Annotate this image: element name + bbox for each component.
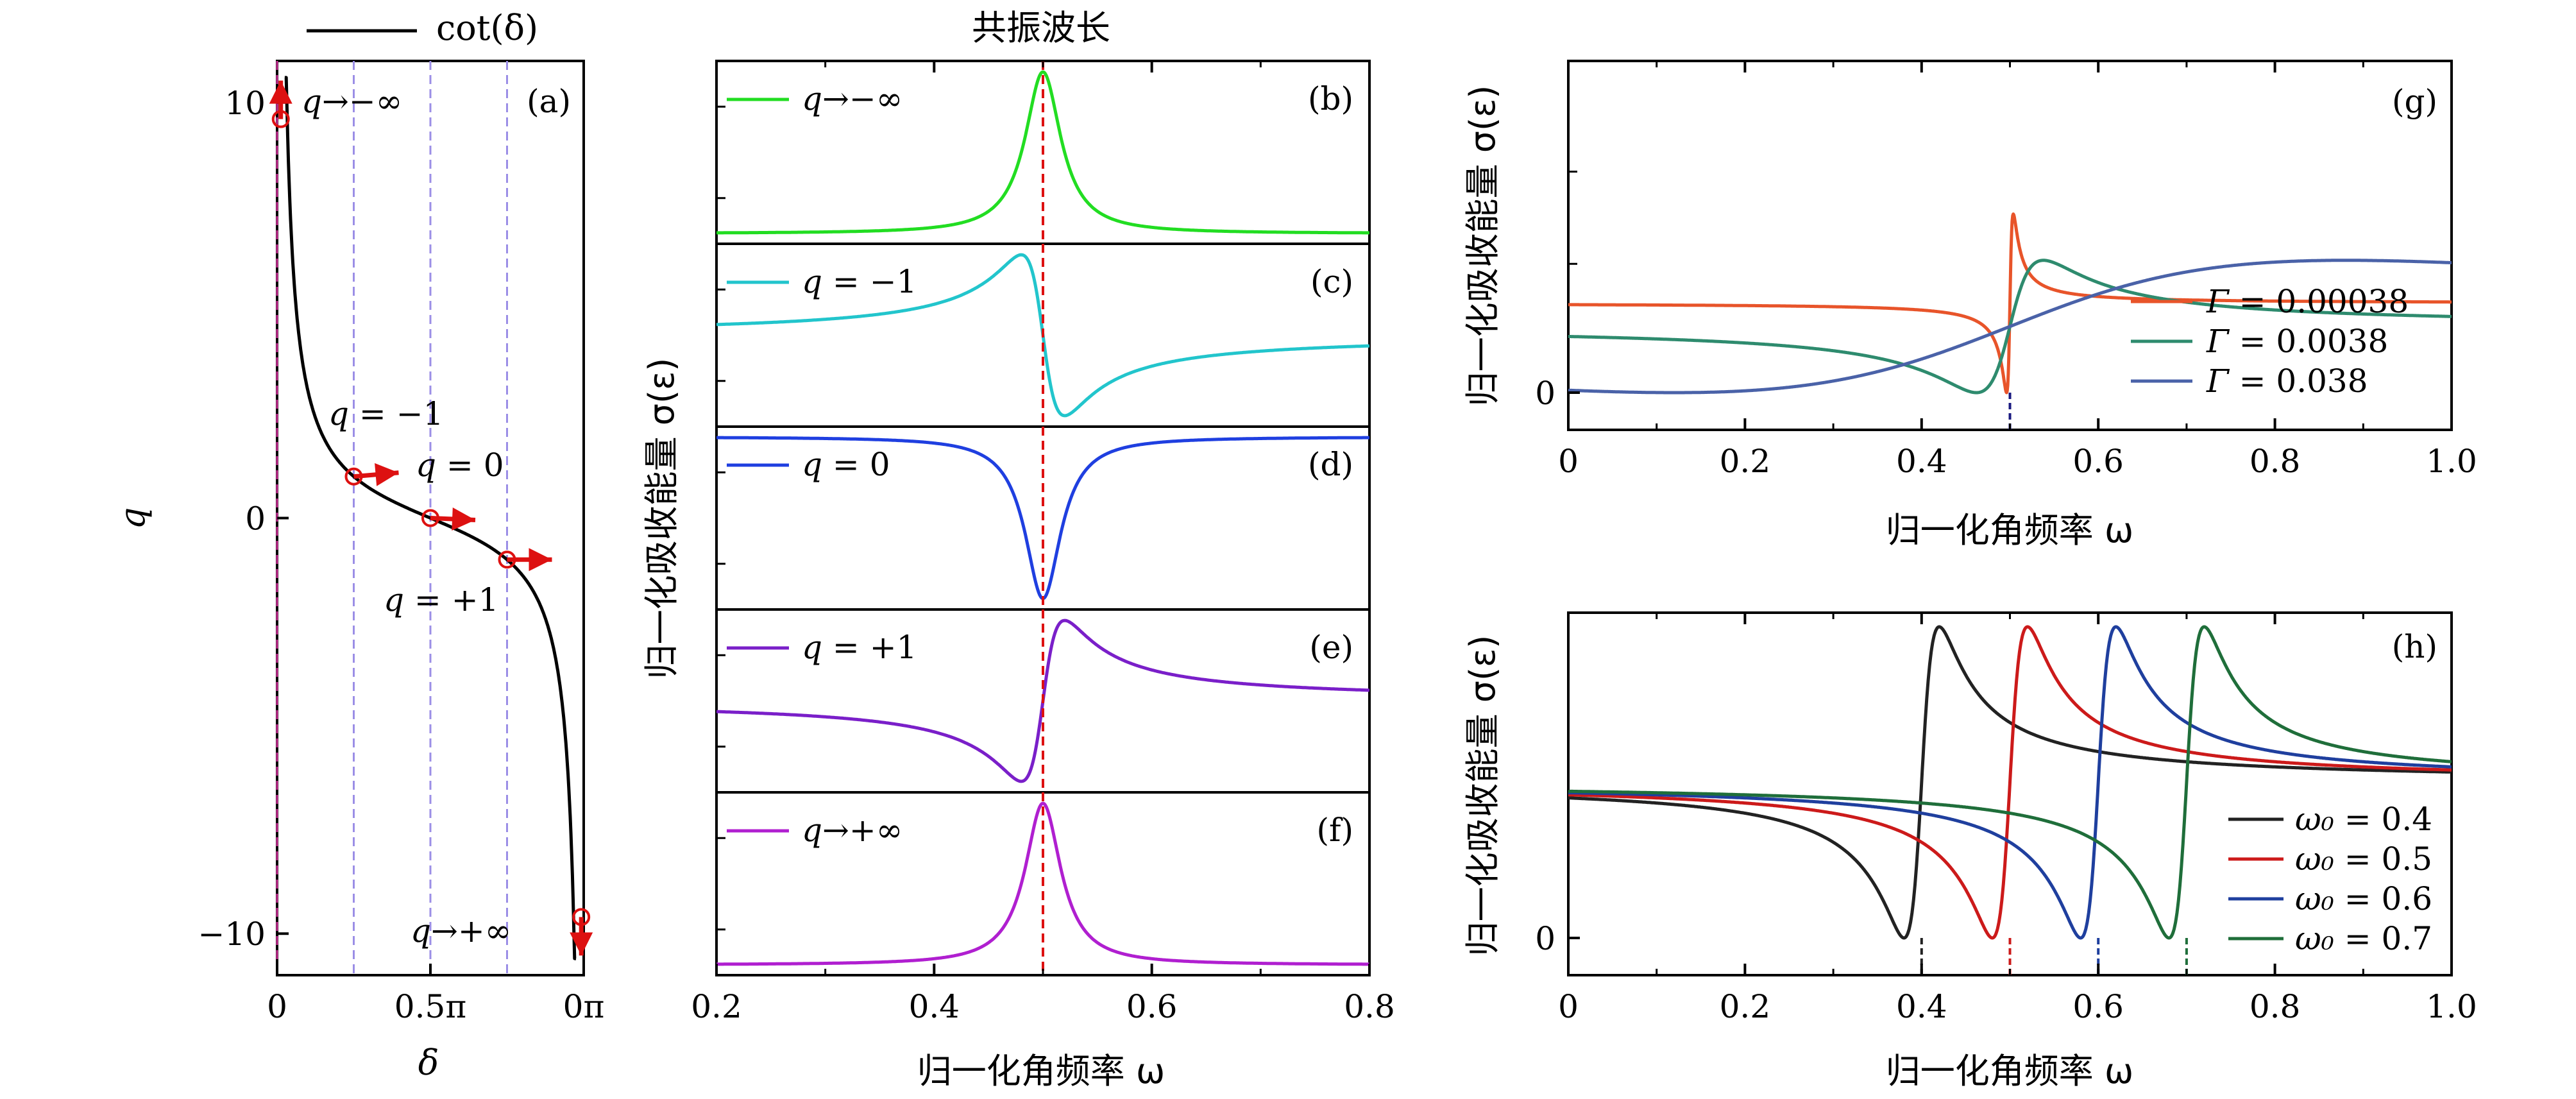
y-axis-title: 归一化吸收能量 σ(ε)	[1462, 635, 1503, 957]
x-tick-label: 0.2	[1720, 988, 1771, 1025]
series-line-g-2	[1567, 259, 2453, 395]
legend-label: Γ = 0.00038	[2206, 283, 2409, 320]
series-line-g-0	[1567, 212, 2453, 395]
x-tick-label: 0π	[563, 988, 605, 1025]
y-tick-label: 0	[245, 500, 266, 538]
panel-tag: (f)	[1316, 812, 1353, 849]
x-tick-label: 0.2	[691, 988, 742, 1025]
y-axis-title: 归一化吸收能量 σ(ε)	[641, 358, 682, 679]
panel-tag: (d)	[1308, 446, 1353, 483]
point-arrowhead	[570, 932, 593, 956]
x-tick-label: 0.8	[2250, 443, 2301, 480]
legend-label: ω₀ = 0.5	[2295, 840, 2432, 878]
x-tick-label: 0.2	[1720, 443, 1771, 480]
panel-tag-a: (a)	[527, 83, 571, 120]
legend-label: Γ = 0.038	[2206, 362, 2368, 400]
series-line-h-1	[1567, 625, 2453, 940]
x-tick-label: 0	[1558, 988, 1579, 1025]
series-line-h-0	[1567, 625, 2453, 940]
legend-label: Γ = 0.0038	[2206, 323, 2388, 360]
panel-tag-g: (g)	[2392, 83, 2437, 120]
x-axis-title: 归一化角频率 ω	[1886, 510, 2133, 550]
point-label: q = +1	[384, 581, 498, 618]
resonance-annotation: 共振波长	[972, 8, 1110, 48]
legend-label: q→+∞	[802, 812, 902, 849]
point-arrowhead	[375, 463, 399, 486]
x-tick-label: 0.6	[2072, 443, 2124, 480]
legend-cot-label: cot(δ)	[436, 8, 538, 48]
legend-label: q = 0	[802, 446, 890, 483]
panel-tag-h: (h)	[2392, 628, 2437, 665]
series-line-b	[716, 70, 1370, 235]
series-line-h-2	[1567, 625, 2453, 940]
panel-tag: (e)	[1309, 629, 1353, 666]
x-tick-label: 0.4	[909, 988, 960, 1025]
x-tick-label: 0.4	[1896, 443, 1947, 480]
x-tick-label: 1.0	[2426, 443, 2477, 480]
x-tick-label: 1.0	[2426, 988, 2477, 1025]
y-tick-label: 0	[1535, 920, 1555, 957]
legend-label: q = +1	[802, 629, 917, 666]
x-tick-label: 0.4	[1896, 988, 1947, 1025]
x-tick-label: 0	[267, 988, 287, 1025]
x-axis-title: 归一化角频率 ω	[1886, 1051, 2133, 1091]
y-tick-label: −10	[198, 916, 266, 953]
point-label: q = 0	[416, 447, 504, 484]
point-arrowhead	[529, 548, 552, 572]
series-line-f	[716, 801, 1370, 966]
legend-label: ω₀ = 0.6	[2295, 880, 2432, 917]
x-tick-label: 0.6	[1126, 988, 1178, 1025]
x-tick-label: 0	[1558, 443, 1579, 480]
y-tick-label: 0	[1535, 375, 1555, 412]
x-tick-label: 0.8	[2250, 988, 2301, 1025]
series-line-h-3	[1567, 625, 2453, 940]
x-tick-label: 0.6	[2072, 988, 2124, 1025]
x-axis-title: δ	[418, 1043, 439, 1083]
y-axis-title: 归一化吸收能量 σ(ε)	[1462, 85, 1503, 407]
point-label: q→+∞	[411, 912, 511, 950]
point-arrowhead	[269, 80, 292, 104]
x-tick-label: 0.5π	[394, 988, 466, 1025]
panel-tag: (c)	[1310, 263, 1353, 300]
y-axis-title: q	[112, 507, 153, 530]
legend-label: ω₀ = 0.4	[2295, 801, 2432, 838]
point-label: q = −1	[328, 395, 443, 432]
x-axis-title: 归一化角频率 ω	[917, 1051, 1165, 1091]
point-arrowhead	[452, 507, 475, 531]
legend-label: ω₀ = 0.7	[2295, 920, 2432, 957]
y-tick-label: 10	[225, 85, 266, 122]
legend-label: q→−∞	[802, 80, 902, 117]
panel-tag: (b)	[1308, 80, 1353, 117]
point-label: q→−∞	[301, 83, 402, 120]
x-tick-label: 0.8	[1344, 988, 1395, 1025]
legend-label: q = −1	[802, 263, 917, 300]
